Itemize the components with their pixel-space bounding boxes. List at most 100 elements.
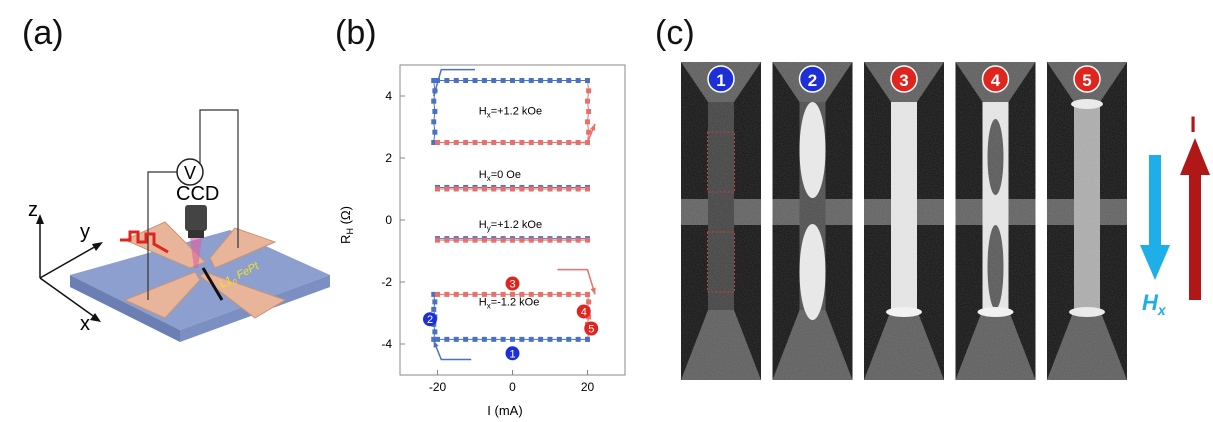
data-point [566,336,572,342]
sweep-arrow [557,268,596,295]
data-point [481,140,487,145]
state-marker-label: 3 [509,279,515,291]
data-point [586,299,592,305]
panel-label-a: (a) [22,14,64,52]
data-point [481,291,487,297]
device-schematic: V CCD L10 FePt z y x [28,109,330,342]
data-point [472,140,478,145]
data-point [472,237,478,243]
y-tick-label: 4 [385,89,392,103]
data-point [538,291,544,297]
frame-marker-label: 1 [716,71,725,90]
data-point [432,299,438,305]
data-point [556,78,562,83]
state-marker [576,304,591,319]
data-point [431,306,437,312]
wire-right [199,109,239,248]
hall-bar [201,267,224,301]
data-point [528,78,534,83]
data-point [575,336,581,342]
data-point [453,291,459,297]
data-point [519,78,525,83]
data-point [528,291,534,297]
loop-series: Hx=0 Oe [435,169,590,192]
data-point [547,186,553,192]
loop-series: Hx=+1.2 kOe [431,78,592,145]
data-point [431,78,437,83]
state-marker [584,321,599,336]
data-point [444,237,450,243]
voltmeter-label: V [184,163,196,183]
data-point [491,291,497,297]
data-point [453,336,459,342]
sweep-arrow [433,68,475,97]
moke-frame: 4 [955,62,1036,380]
moke-frame: 5 [1047,62,1127,380]
frame-marker [890,65,918,93]
data-point [556,237,562,243]
svg-text:Hx: Hx [1142,290,1167,318]
data-point [444,140,450,145]
data-point [538,78,544,83]
data-point [444,186,450,192]
sweep-arrow [433,340,472,361]
data-point [453,140,459,145]
data-point [566,186,572,192]
frame-marker-label: 2 [808,71,817,90]
frame-marker-label: 5 [1082,71,1091,90]
data-point [500,78,506,83]
data-point [435,291,440,297]
data-point [585,336,590,342]
state-marker-label: 2 [427,314,433,326]
data-point [556,140,562,145]
frame-marker-label: 4 [991,71,1001,90]
data-point [586,88,592,94]
camera-icon [185,205,207,231]
current-label: I [1190,112,1196,137]
frame-marker [798,65,827,93]
data-point [431,98,437,104]
data-point [519,237,525,243]
data-point [575,291,581,297]
data-point [435,186,440,192]
data-point [566,237,572,243]
state-marker-label: 4 [581,306,587,318]
data-point [528,336,534,342]
data-point [510,186,515,192]
camera-label: CCD [176,183,219,205]
y-tick-label: -4 [381,337,392,351]
data-point [481,336,487,342]
axis-x-line [39,277,97,319]
frame-marker [981,65,1010,93]
state-marker [505,346,520,361]
data-point [472,186,478,192]
data-point [510,78,515,83]
y-tick-label: 2 [385,151,392,165]
data-point [585,186,590,192]
field-arrow-head [1140,245,1170,280]
panel-label-c: (c) [655,14,695,52]
data-point [575,237,581,243]
voltmeter-icon [176,158,204,186]
data-point [566,78,572,83]
data-point [528,186,534,192]
state-marker [505,276,520,291]
data-point [491,140,497,145]
data-point [585,119,590,125]
data-point [566,291,572,297]
data-point [463,237,469,243]
data-point [444,78,450,83]
data-point [547,237,553,243]
data-point [463,291,469,297]
data-point [556,186,562,192]
data-point [510,140,515,145]
data-point [585,98,590,104]
data-point [585,237,590,243]
data-point [444,291,450,297]
data-point [432,329,438,335]
data-point [547,336,553,342]
data-point [519,291,525,297]
data-point [431,119,437,125]
data-point [538,237,544,243]
